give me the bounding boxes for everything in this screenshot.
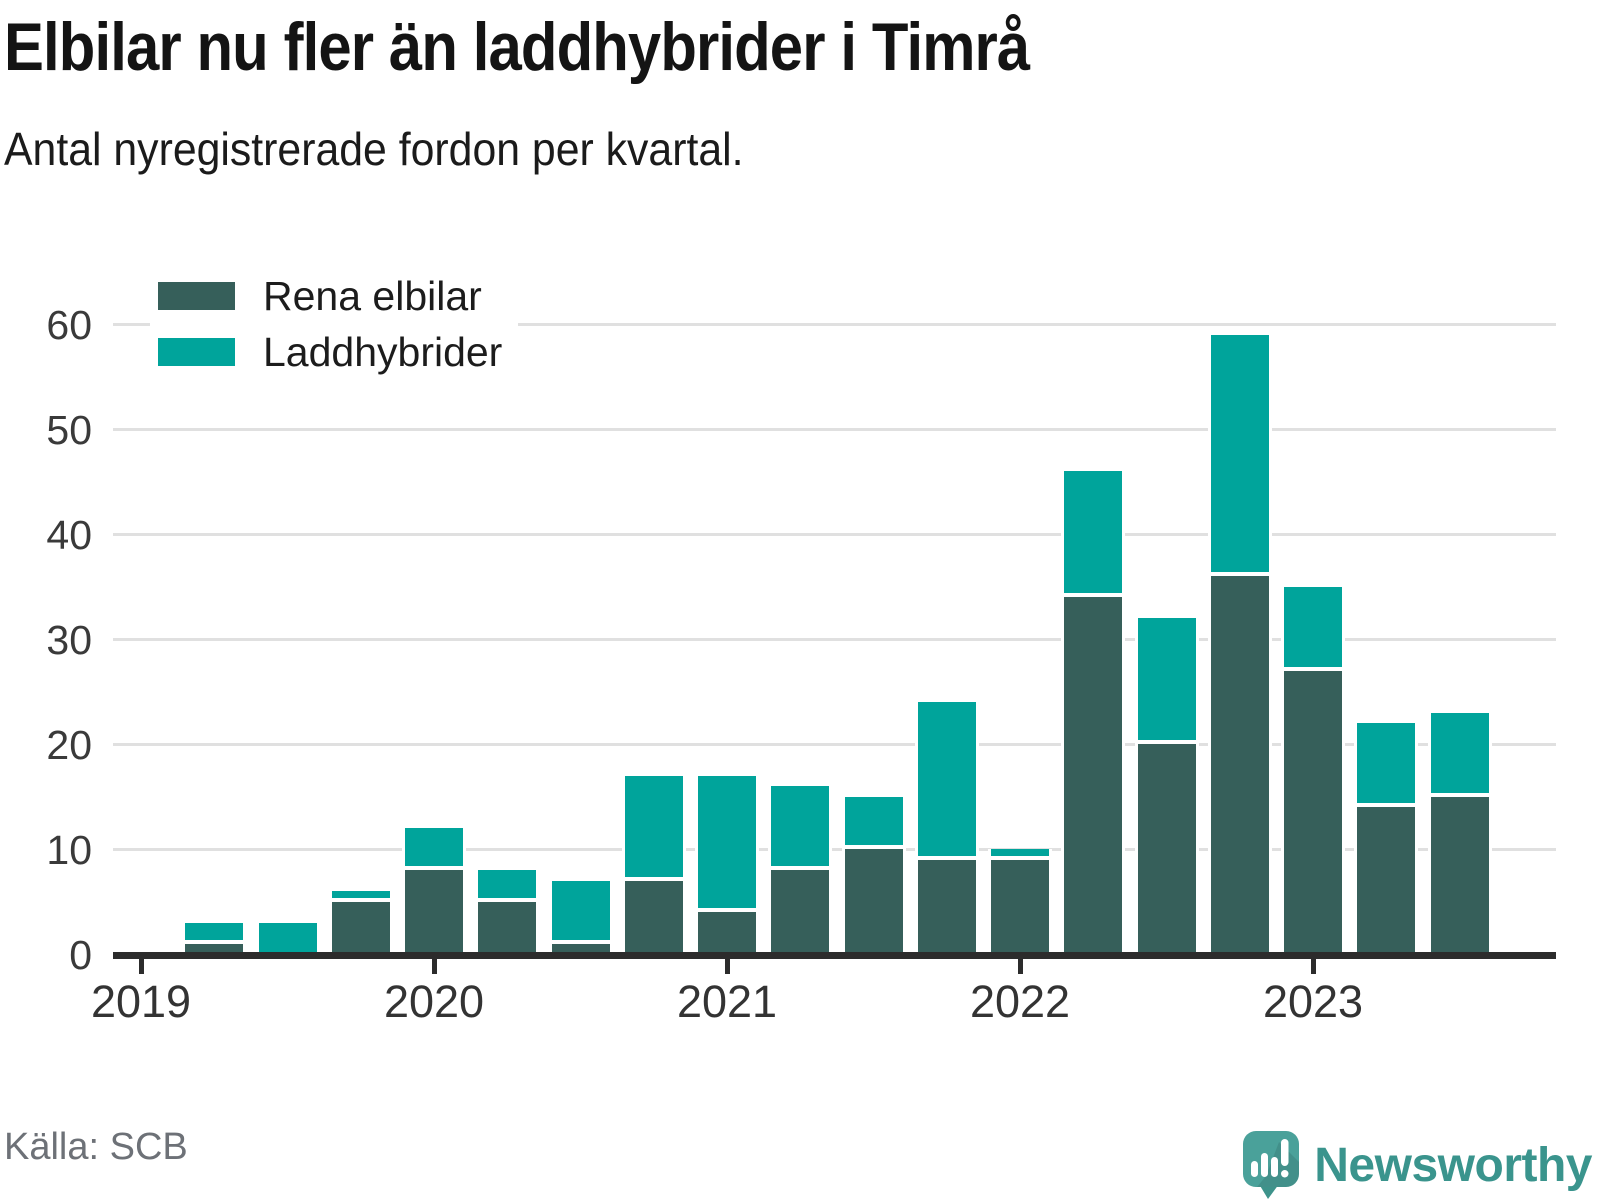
y-axis-label-40: 40 bbox=[46, 512, 92, 558]
gridline-40 bbox=[113, 533, 1556, 536]
bar-segment-elbilar bbox=[551, 943, 610, 954]
bar-segment-elbilar bbox=[1357, 807, 1416, 954]
x-axis-tick-2019 bbox=[139, 959, 144, 974]
bar-segment-laddhybrider bbox=[844, 796, 903, 849]
bar-segment-laddhybrider bbox=[185, 922, 244, 944]
bar-column-2022-kv4 bbox=[1207, 334, 1272, 954]
bar-segment-elbilar bbox=[1210, 576, 1269, 954]
bar-column-2021-kv4 bbox=[914, 702, 979, 954]
x-axis-tick-2023 bbox=[1311, 959, 1316, 974]
bar-column-2019-kv4 bbox=[328, 891, 393, 954]
bar-segment-laddhybrider bbox=[624, 775, 683, 881]
gridline-20 bbox=[113, 743, 1556, 746]
bar-segment-elbilar bbox=[917, 859, 976, 954]
bar-segment-laddhybrider bbox=[991, 849, 1049, 860]
x-axis-label-2020: 2020 bbox=[383, 976, 485, 1027]
newsworthy-icon bbox=[1243, 1131, 1300, 1199]
bar-segment-laddhybrider bbox=[698, 775, 756, 912]
legend-label: Rena elbilar bbox=[263, 272, 482, 319]
bar-segment-elbilar bbox=[1064, 597, 1123, 954]
legend-swatch-elbilar bbox=[158, 282, 235, 310]
bar-column-2020-kv4 bbox=[621, 775, 686, 954]
bar-segment-laddhybrider bbox=[1357, 723, 1416, 807]
gridline-60 bbox=[113, 323, 1556, 326]
bar-segment-elbilar bbox=[331, 901, 390, 954]
chart-subtitle: Antal nyregistrerade fordon per kvartal. bbox=[4, 123, 744, 175]
bar-segment-laddhybrider bbox=[331, 891, 390, 902]
y-axis-label-0: 0 bbox=[69, 932, 92, 978]
bar-segment-elbilar bbox=[698, 912, 756, 954]
bar-column-2021-kv2 bbox=[768, 786, 833, 954]
bar-column-2022-kv3 bbox=[1134, 618, 1199, 954]
bar-segment-laddhybrider bbox=[258, 922, 317, 954]
y-axis-label-50: 50 bbox=[46, 407, 92, 453]
y-axis-label-30: 30 bbox=[46, 617, 92, 663]
bar-segment-laddhybrider bbox=[405, 828, 463, 870]
bar-column-2020-kv3 bbox=[548, 880, 613, 954]
bar-column-2021-kv1 bbox=[695, 775, 759, 954]
bar-segment-laddhybrider bbox=[1210, 334, 1269, 576]
bar-segment-elbilar bbox=[991, 859, 1049, 954]
x-axis-line bbox=[113, 952, 1556, 959]
legend-item-laddhybrider: Laddhybrider bbox=[158, 328, 503, 375]
bar-column-2023-kv3 bbox=[1427, 712, 1492, 954]
bar-column-2023-kv2 bbox=[1354, 723, 1419, 954]
bar-column-2022-kv1 bbox=[988, 849, 1052, 954]
y-axis-label-10: 10 bbox=[46, 827, 92, 873]
bar-segment-elbilar bbox=[405, 870, 463, 954]
bar-segment-laddhybrider bbox=[1284, 586, 1342, 671]
x-axis-label-2019: 2019 bbox=[90, 976, 192, 1027]
bar-column-2021-kv3 bbox=[841, 796, 906, 954]
bar-column-2023-kv1 bbox=[1281, 586, 1345, 954]
x-axis-tick-2022 bbox=[1018, 959, 1023, 974]
bar-segment-laddhybrider bbox=[1137, 618, 1196, 744]
bar-segment-laddhybrider bbox=[917, 702, 976, 860]
x-axis-label-2022: 2022 bbox=[969, 976, 1071, 1027]
bar-segment-laddhybrider bbox=[478, 870, 537, 902]
legend-swatch-laddhybrider bbox=[158, 338, 235, 366]
x-axis-tick-2021 bbox=[725, 959, 730, 974]
gridline-50 bbox=[113, 428, 1556, 431]
bar-column-2020-kv2 bbox=[475, 870, 540, 954]
bar-column-2020-kv1 bbox=[402, 828, 466, 954]
bar-segment-elbilar bbox=[1430, 796, 1489, 954]
x-axis-label-2023: 2023 bbox=[1262, 976, 1364, 1027]
bar-column-2019-kv2 bbox=[182, 922, 247, 954]
gridline-10 bbox=[113, 848, 1556, 851]
newsworthy-wordmark: Newsworthy bbox=[1314, 1138, 1592, 1192]
bar-segment-elbilar bbox=[771, 870, 830, 954]
bar-column-2022-kv2 bbox=[1061, 471, 1126, 954]
bar-segment-laddhybrider bbox=[1064, 471, 1123, 597]
bar-segment-laddhybrider bbox=[771, 786, 830, 870]
newsworthy-logo: Newsworthy bbox=[1242, 1130, 1592, 1200]
source-label: Källa: SCB bbox=[4, 1126, 188, 1168]
bar-segment-elbilar bbox=[478, 901, 537, 954]
bar-segment-laddhybrider bbox=[551, 880, 610, 944]
bar-segment-elbilar bbox=[1137, 744, 1196, 954]
legend-item-elbilar: Rena elbilar bbox=[158, 272, 502, 319]
legend-label: Laddhybrider bbox=[263, 328, 503, 375]
y-axis-label-20: 20 bbox=[46, 722, 92, 768]
bar-segment-elbilar bbox=[1284, 670, 1342, 954]
bar-segment-laddhybrider bbox=[1430, 712, 1489, 797]
x-axis-tick-2020 bbox=[432, 959, 437, 974]
gridline-30 bbox=[113, 638, 1556, 641]
legend: Rena elbilar Laddhybrider bbox=[150, 266, 519, 384]
x-axis-label-2021: 2021 bbox=[676, 976, 778, 1027]
bar-column-2019-kv3 bbox=[255, 922, 320, 954]
bar-segment-elbilar bbox=[185, 943, 244, 954]
y-axis-label-60: 60 bbox=[46, 302, 92, 348]
chart-title: Elbilar nu fler än laddhybrider i Timrå bbox=[4, 9, 1030, 85]
bar-segment-elbilar bbox=[624, 880, 683, 954]
bar-segment-elbilar bbox=[844, 849, 903, 954]
